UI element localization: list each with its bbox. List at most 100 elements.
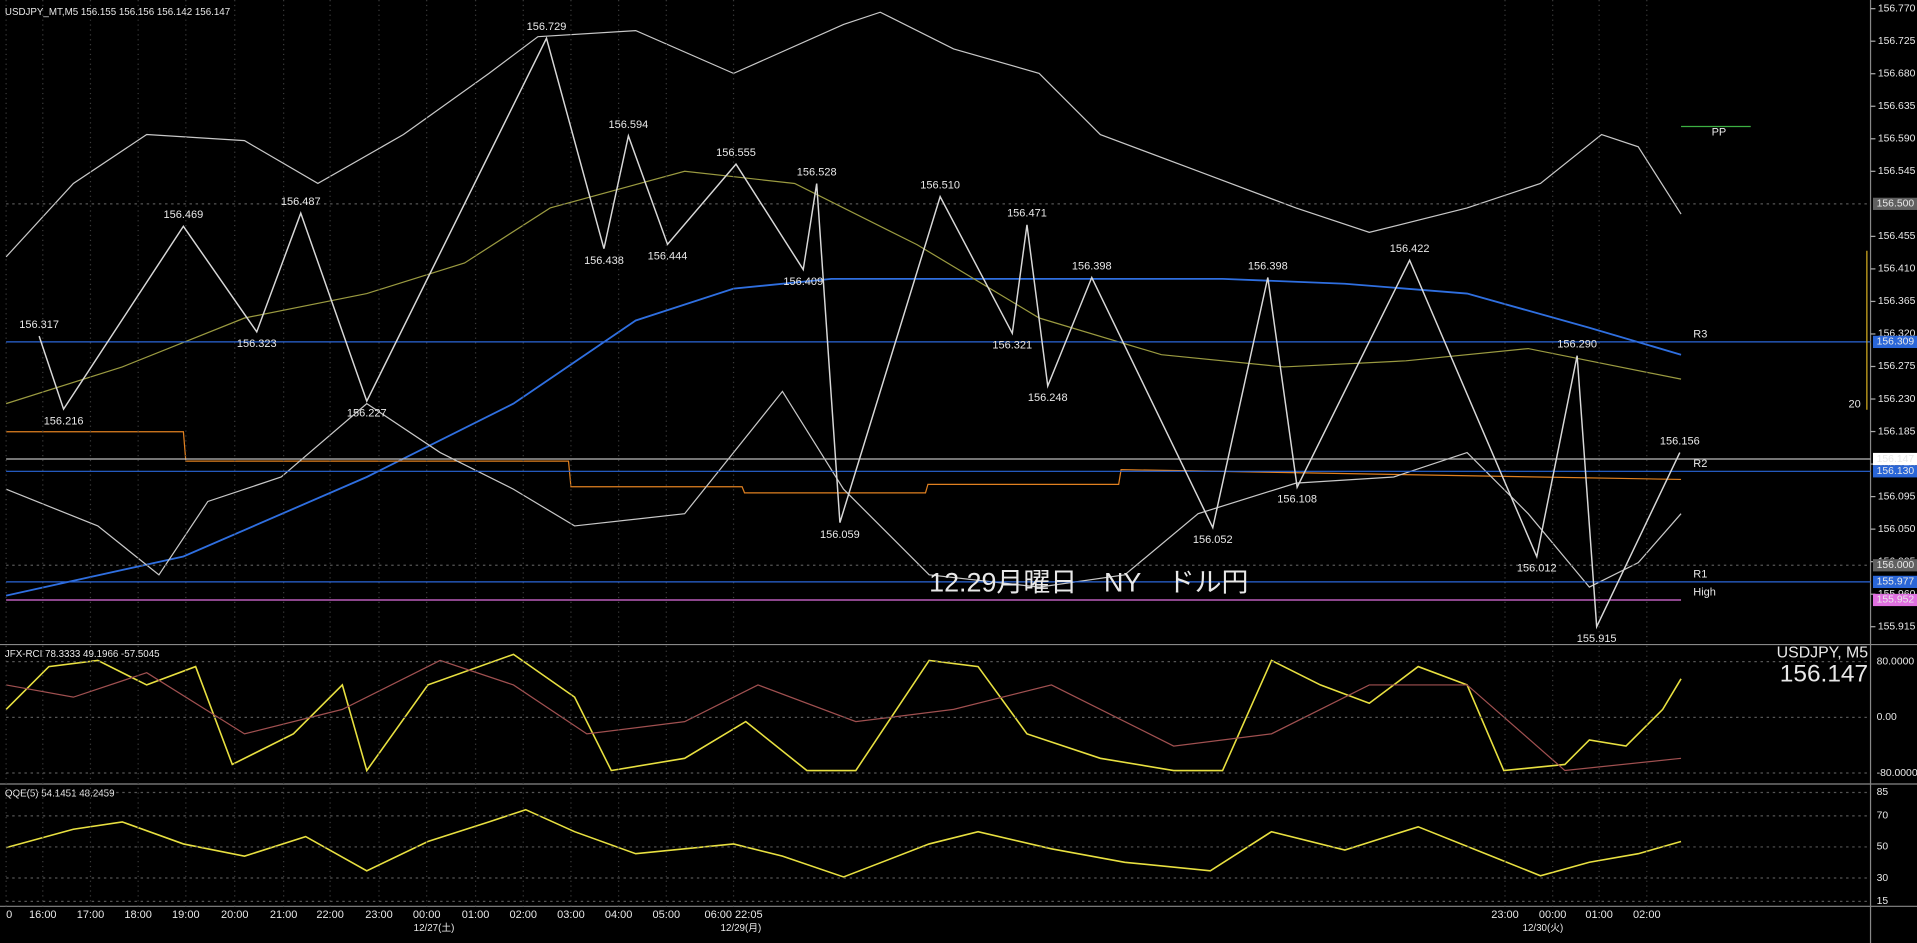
x-tick-label: 03:00 — [557, 909, 585, 921]
swing-label: 156.323 — [237, 338, 277, 350]
swing-label: 156.409 — [783, 276, 823, 288]
moving-average — [5, 277, 1682, 597]
level-name: High — [1693, 587, 1716, 599]
swing-label: 156.510 — [920, 180, 960, 192]
swing-label: 156.216 — [44, 415, 84, 427]
y-tick-label: 156.635 — [1878, 101, 1916, 112]
x-tick-label: 01:00 — [462, 909, 490, 921]
current-price-box — [1872, 452, 1917, 466]
y-tick-label: 156.320 — [1878, 329, 1916, 340]
swing-label: 156.317 — [19, 319, 59, 331]
level-box — [1872, 465, 1917, 478]
x-tick-label: 00:00 — [1539, 909, 1567, 921]
panel-tick-label: 85 — [1877, 787, 1889, 798]
panel-tick-label: 15 — [1877, 896, 1889, 907]
side-label: 20 — [1849, 399, 1861, 411]
x-tick-label: 01:00 — [1585, 909, 1613, 921]
rci-symbol: USDJPY, M5 — [1777, 644, 1869, 661]
panel-tick-label: 50 — [1877, 842, 1889, 853]
panel-title: JFX-RCI 78.3333 49.1966 -57.5045 — [5, 649, 160, 660]
level-box — [1872, 575, 1917, 589]
rci-price: 156.147 — [1780, 661, 1868, 688]
header: USDJPY_MT,M5 156.155 156.156 156.142 156… — [5, 7, 230, 18]
level-value: 155.977 — [1877, 577, 1915, 588]
swing-label: 156.729 — [527, 21, 567, 33]
y-tick-label: 156.410 — [1878, 264, 1916, 275]
bollinger-upper — [5, 11, 1682, 258]
level-value: 156.309 — [1877, 337, 1915, 348]
x-tick-label: 23:00 — [365, 909, 393, 921]
date-label: 12/30(火) — [1523, 923, 1564, 934]
level-box — [1872, 335, 1917, 349]
y-tick-label: 156.545 — [1878, 166, 1916, 177]
x-tick-label: 23:00 — [1491, 909, 1519, 921]
price-mark-label: 156.000 — [1877, 560, 1915, 571]
level-value: 156.130 — [1877, 466, 1915, 477]
y-tick-label: 156.725 — [1878, 36, 1916, 47]
swing-label: 156.471 — [1007, 208, 1047, 220]
swing-label: 155.915 — [1577, 633, 1617, 645]
swing-label: 156.012 — [1517, 563, 1557, 575]
price-mark-label: 156.500 — [1877, 199, 1915, 210]
date-label: 12/29(月) — [721, 922, 762, 934]
y-tick-label: 156.455 — [1878, 231, 1916, 242]
y-tick-label: 156.365 — [1878, 296, 1916, 307]
x-tick-label: 04:00 — [605, 909, 633, 921]
swing-label: 156.594 — [609, 119, 649, 131]
x-tick-label: 16:00 — [29, 909, 57, 921]
level-box — [1872, 593, 1917, 607]
x-tick-label: 02:00 — [1633, 909, 1661, 921]
date-label: 12/27(土) — [414, 921, 455, 934]
swing-label: 156.052 — [1193, 534, 1233, 546]
y-tick-label: 156.230 — [1878, 394, 1916, 405]
y-tick-label: 156.680 — [1878, 68, 1916, 79]
x-tick-label: 21:00 — [270, 909, 298, 921]
bollinger-lower — [5, 390, 1682, 588]
level-value: 155.952 — [1877, 595, 1915, 606]
y-tick-label: 156.050 — [1878, 524, 1916, 535]
swing-label: 156.398 — [1248, 260, 1288, 272]
level-name: R3 — [1693, 328, 1707, 340]
y-tick-label: 156.185 — [1878, 426, 1916, 437]
swing-label: 156.422 — [1390, 243, 1430, 255]
swing-label: 156.108 — [1277, 493, 1317, 505]
swing-label: 156.156 — [1660, 435, 1700, 447]
swing-label: 156.438 — [584, 255, 624, 267]
y-tick-label: 155.915 — [1878, 621, 1916, 632]
swing-label: 156.469 — [164, 209, 204, 221]
x-tick-label: 18:00 — [124, 909, 152, 921]
x-tick-label: 06:00 22:05 — [704, 909, 762, 921]
x-tick-label: 17:00 — [77, 909, 105, 921]
pivot-step — [6, 431, 1682, 494]
x-tick-label: 22:00 — [316, 909, 344, 921]
swing-label: 156.248 — [1028, 392, 1068, 404]
x-tick-label: 0 — [6, 909, 12, 921]
panel-tick-label: 80.0000 — [1877, 656, 1915, 667]
swing-label: 156.398 — [1072, 260, 1112, 272]
x-tick-label: 20:00 — [221, 909, 249, 921]
swing-label: 156.487 — [281, 196, 321, 208]
panel-tick-label: -80.0000 — [1877, 768, 1917, 779]
panel-tick-label: 30 — [1877, 873, 1889, 884]
y-tick-label: 156.275 — [1878, 361, 1916, 372]
panel-tick-label: 0.00 — [1877, 712, 1897, 723]
x-tick-label: 00:00 — [413, 909, 441, 921]
swing-label: 156.290 — [1557, 339, 1597, 351]
annotation: 12.29月曜日 NY ドル円 — [929, 568, 1248, 598]
swing-label: 156.444 — [648, 250, 688, 262]
level-name: PP — [1712, 127, 1727, 139]
price-mark-box — [1872, 197, 1917, 210]
swing-label: 156.059 — [820, 529, 860, 541]
level-name: R1 — [1693, 568, 1707, 580]
price-line — [38, 36, 1681, 630]
x-tick-label: 02:00 — [509, 909, 537, 921]
y-tick-label: 156.095 — [1878, 491, 1916, 502]
swing-label: 156.528 — [797, 167, 837, 179]
rci-lines — [5, 653, 1682, 773]
level-name: R2 — [1693, 458, 1707, 470]
swing-label: 156.321 — [992, 339, 1032, 351]
y-tick-label: 156.590 — [1878, 134, 1916, 145]
current-price-label: 156.147 — [1877, 454, 1915, 465]
